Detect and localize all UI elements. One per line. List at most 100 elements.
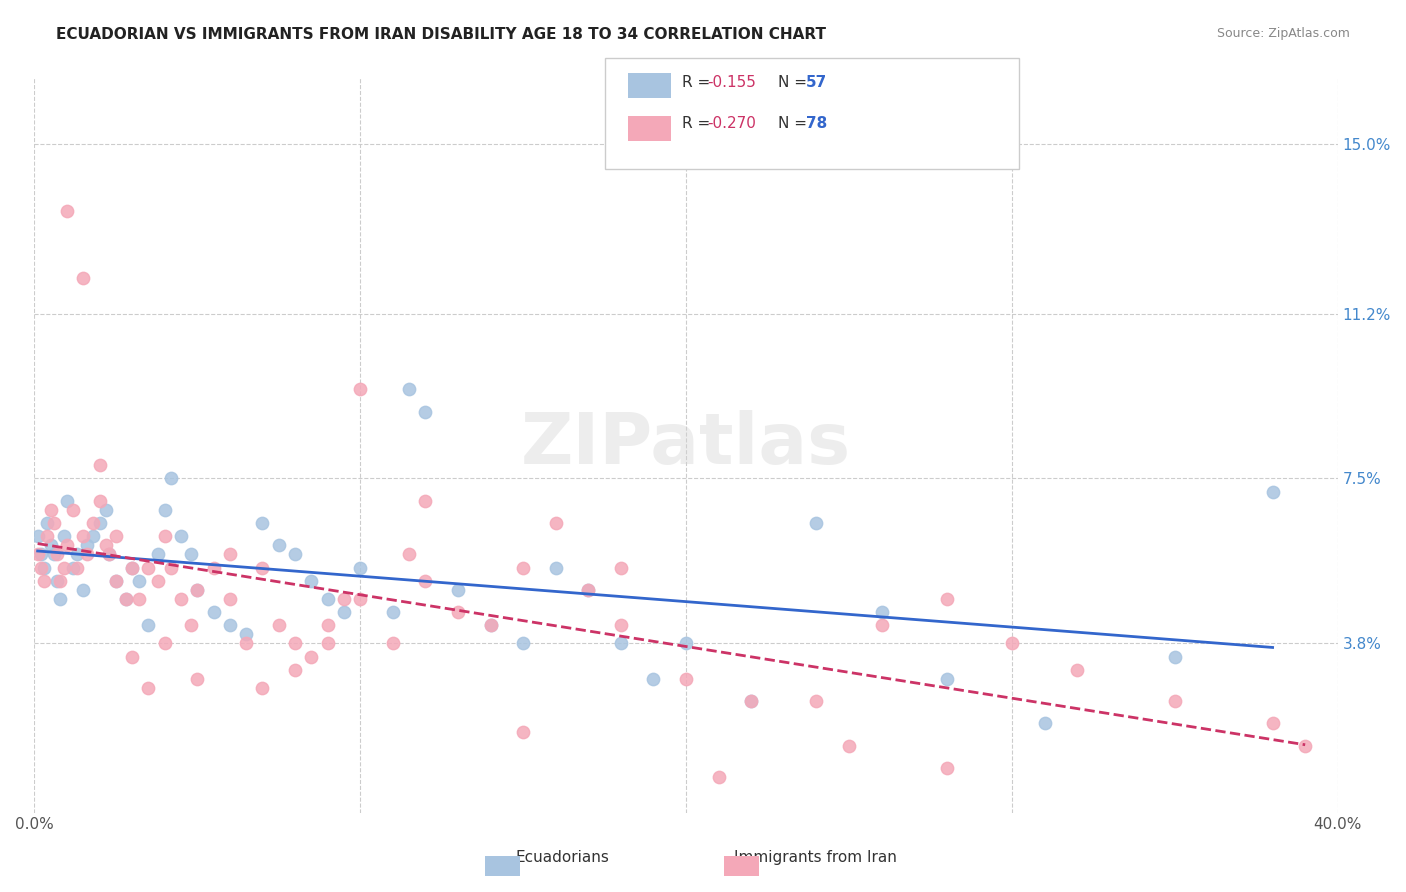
Point	[56, 204, 79, 219]
Point	[479, 618, 502, 632]
Point	[512, 560, 534, 574]
Point	[202, 605, 225, 619]
Point	[544, 560, 567, 574]
Point	[160, 471, 183, 485]
Text: Source: ZipAtlas.com: Source: ZipAtlas.com	[1216, 27, 1350, 40]
Point	[94, 502, 117, 516]
Point	[299, 574, 322, 588]
Point	[349, 560, 371, 574]
Point	[186, 582, 208, 597]
Point	[544, 516, 567, 530]
Point	[42, 547, 65, 561]
Point	[806, 694, 828, 708]
Point	[1164, 649, 1187, 664]
Point	[1164, 694, 1187, 708]
Point	[42, 516, 65, 530]
Point	[39, 502, 62, 516]
Point	[415, 404, 437, 418]
Point	[121, 560, 143, 574]
Text: R =: R =	[682, 75, 716, 89]
Point	[284, 547, 307, 561]
Point	[46, 574, 69, 588]
Point	[1261, 484, 1284, 499]
Point	[398, 382, 420, 396]
Point	[72, 582, 94, 597]
Point	[121, 649, 143, 664]
Point	[643, 672, 665, 686]
Point	[381, 636, 404, 650]
Point	[1066, 663, 1088, 677]
Point	[46, 547, 69, 561]
Point	[160, 560, 183, 574]
Point	[76, 538, 98, 552]
Point	[333, 591, 356, 606]
Point	[1033, 716, 1056, 731]
Point	[148, 547, 170, 561]
Point	[66, 547, 89, 561]
Point	[104, 574, 127, 588]
Point	[235, 627, 257, 641]
Text: ZIPatlas: ZIPatlas	[522, 410, 851, 480]
Point	[447, 582, 470, 597]
Point	[72, 271, 94, 285]
Text: ECUADORIAN VS IMMIGRANTS FROM IRAN DISABILITY AGE 18 TO 34 CORRELATION CHART: ECUADORIAN VS IMMIGRANTS FROM IRAN DISAB…	[56, 27, 827, 42]
Point	[740, 694, 762, 708]
Point	[1294, 739, 1316, 753]
Point	[870, 605, 893, 619]
Point	[104, 529, 127, 543]
Point	[148, 574, 170, 588]
Point	[935, 672, 957, 686]
Point	[610, 560, 633, 574]
Text: N =: N =	[778, 116, 811, 130]
Text: 57: 57	[806, 75, 827, 89]
Point	[52, 560, 75, 574]
Point	[153, 529, 176, 543]
Point	[316, 618, 339, 632]
Point	[447, 605, 470, 619]
Point	[252, 560, 274, 574]
Point	[1261, 716, 1284, 731]
Point	[610, 618, 633, 632]
Point	[219, 547, 242, 561]
Point	[138, 681, 160, 695]
Text: 78: 78	[806, 116, 827, 130]
Point	[740, 694, 762, 708]
Point	[138, 560, 160, 574]
Point	[267, 538, 290, 552]
Point	[576, 582, 599, 597]
Point	[82, 516, 104, 530]
Point	[114, 591, 136, 606]
Point	[1001, 636, 1024, 650]
Point	[219, 591, 242, 606]
Point	[349, 382, 371, 396]
Point	[299, 649, 322, 664]
Point	[349, 591, 371, 606]
Point	[32, 560, 55, 574]
Point	[512, 725, 534, 739]
Point	[128, 591, 150, 606]
Point	[94, 538, 117, 552]
Point	[153, 502, 176, 516]
Point	[675, 636, 697, 650]
Point	[32, 574, 55, 588]
Point	[49, 591, 72, 606]
Point	[252, 681, 274, 695]
Point	[170, 591, 193, 606]
Point	[72, 529, 94, 543]
Point	[37, 516, 59, 530]
Point	[37, 529, 59, 543]
Point	[89, 458, 111, 472]
Point	[27, 529, 49, 543]
Point	[381, 605, 404, 619]
Point	[114, 591, 136, 606]
Point	[415, 493, 437, 508]
Point	[479, 618, 502, 632]
Text: Ecuadorians: Ecuadorians	[516, 850, 609, 865]
Point	[121, 560, 143, 574]
Point	[39, 538, 62, 552]
Point	[180, 547, 202, 561]
Point	[153, 636, 176, 650]
Point	[316, 591, 339, 606]
Point	[235, 636, 257, 650]
Point	[219, 618, 242, 632]
